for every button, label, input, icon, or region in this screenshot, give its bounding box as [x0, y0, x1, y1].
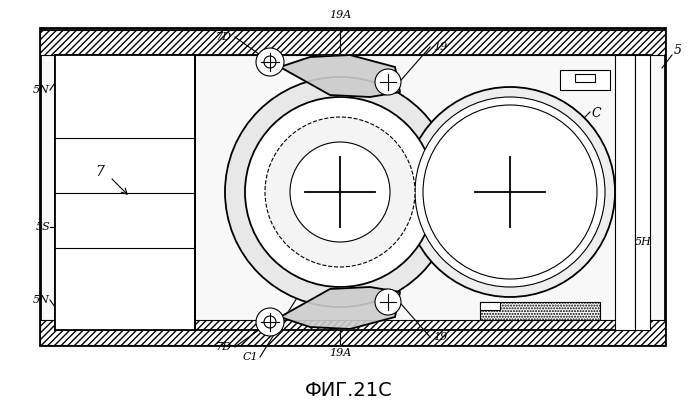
- Text: 5H: 5H: [635, 237, 652, 247]
- Circle shape: [256, 48, 284, 76]
- Circle shape: [264, 316, 276, 328]
- Circle shape: [405, 87, 615, 297]
- Bar: [55, 55, 650, 330]
- Bar: [635, 55, 650, 330]
- Circle shape: [264, 56, 276, 68]
- Text: 5: 5: [674, 44, 682, 56]
- Text: 7: 7: [96, 165, 104, 179]
- Bar: [560, 70, 610, 90]
- Text: 7D: 7D: [216, 342, 232, 352]
- Text: ФИГ.21C: ФИГ.21C: [305, 381, 393, 399]
- Bar: [615, 55, 635, 330]
- Text: 5S: 5S: [35, 222, 50, 232]
- Bar: [40, 28, 665, 345]
- Circle shape: [265, 117, 415, 267]
- Bar: [575, 74, 595, 82]
- Circle shape: [415, 97, 605, 287]
- Bar: [55, 55, 195, 330]
- Circle shape: [375, 69, 401, 95]
- Circle shape: [256, 308, 284, 336]
- Bar: [480, 302, 500, 310]
- Text: 19A: 19A: [329, 348, 351, 358]
- Bar: [40, 320, 665, 345]
- Text: 7D: 7D: [216, 32, 232, 42]
- Text: C1: C1: [243, 352, 258, 362]
- Circle shape: [245, 97, 435, 287]
- Circle shape: [225, 77, 455, 307]
- Polygon shape: [280, 55, 400, 97]
- Text: C: C: [592, 107, 602, 120]
- Text: 19: 19: [433, 332, 447, 342]
- Text: 5M: 5M: [540, 195, 561, 208]
- Polygon shape: [280, 287, 400, 329]
- Circle shape: [375, 289, 401, 315]
- Circle shape: [423, 105, 597, 279]
- Circle shape: [290, 142, 390, 242]
- Text: 5N: 5N: [33, 295, 50, 305]
- Text: 19A: 19A: [329, 10, 351, 20]
- Bar: [480, 302, 600, 320]
- Text: 5N: 5N: [33, 85, 50, 95]
- Bar: [40, 30, 665, 55]
- Text: 19: 19: [433, 42, 447, 52]
